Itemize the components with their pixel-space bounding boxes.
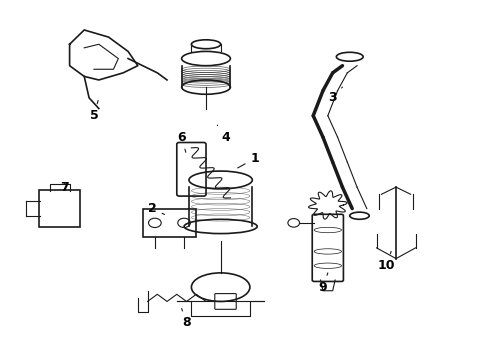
Text: 4: 4: [218, 125, 230, 144]
Text: 2: 2: [148, 202, 165, 215]
Text: 5: 5: [90, 100, 98, 122]
Text: 1: 1: [238, 152, 259, 168]
Text: 8: 8: [182, 309, 191, 329]
Text: 3: 3: [328, 87, 343, 104]
Text: 6: 6: [177, 131, 186, 152]
Text: 10: 10: [377, 251, 395, 272]
Text: 9: 9: [318, 273, 328, 294]
Text: 7: 7: [60, 181, 69, 194]
